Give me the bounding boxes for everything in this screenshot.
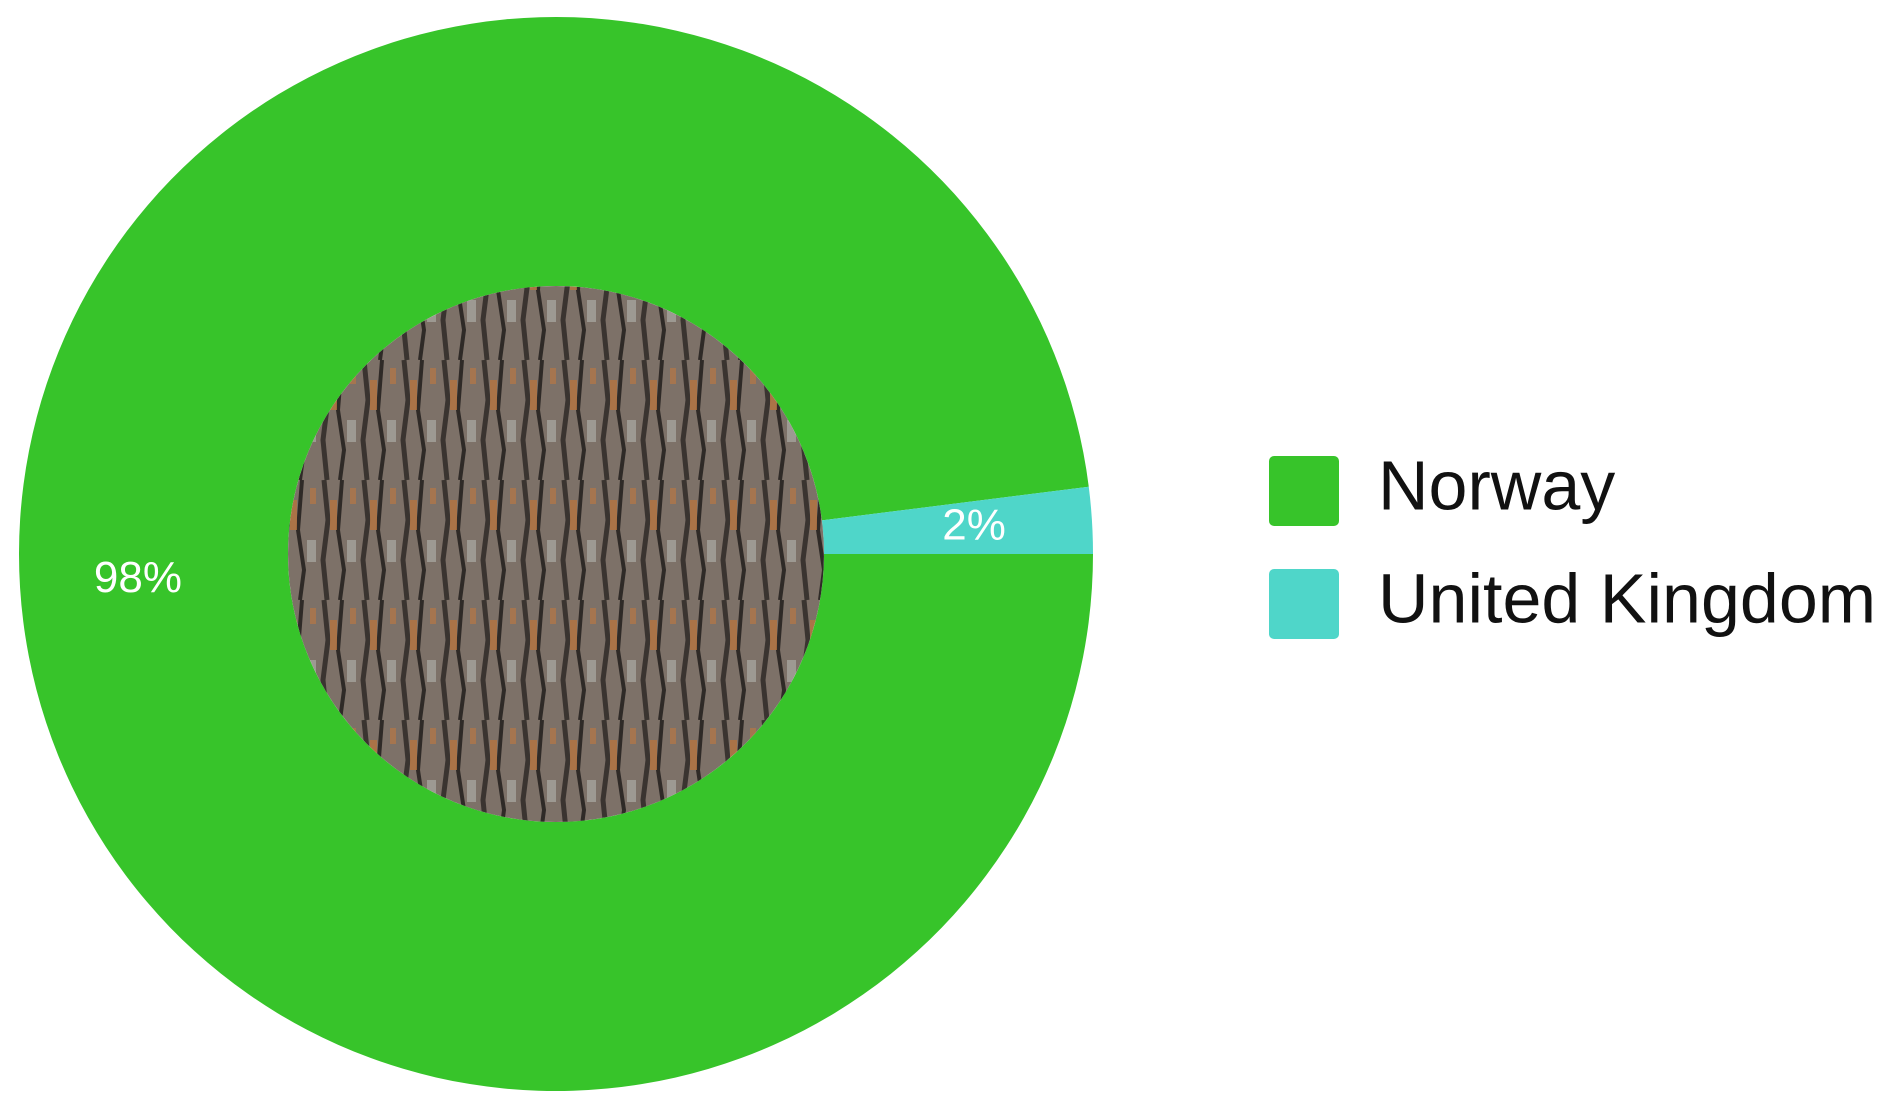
- legend: Norway United Kingdom: [1269, 446, 1876, 639]
- legend-label: Norway: [1378, 446, 1615, 524]
- donut: [19, 16, 1094, 1091]
- slice-label: 98%: [94, 553, 182, 602]
- slice: [19, 16, 1094, 1091]
- legend-label: United Kingdom: [1378, 559, 1876, 637]
- slice-labels: 98% 2%: [94, 500, 1006, 602]
- slice-label: 2%: [942, 500, 1006, 549]
- slice: [821, 486, 1093, 554]
- center-image: [288, 286, 824, 822]
- legend-swatch: [1269, 456, 1339, 526]
- legend-swatch: [1269, 569, 1339, 639]
